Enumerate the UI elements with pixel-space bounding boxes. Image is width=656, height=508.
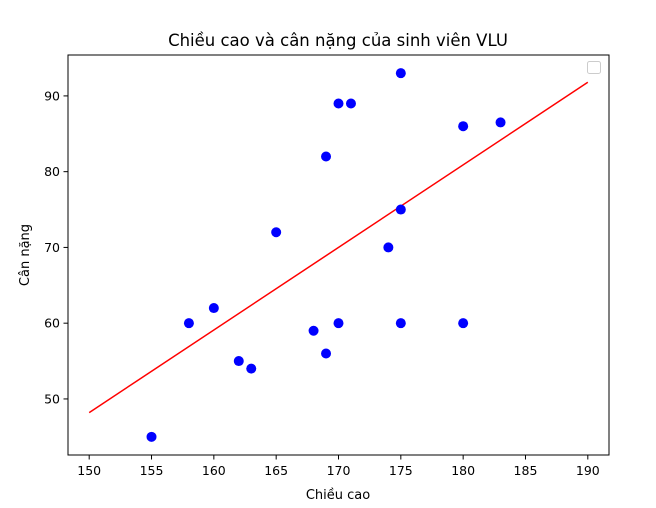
data-point [333,318,344,329]
data-point [321,348,332,359]
data-point [345,98,356,109]
y-tick-label: 90 [44,88,60,103]
data-point [308,325,319,336]
data-point [458,121,469,132]
x-tick-label: 165 [264,463,288,478]
data-point [246,363,257,374]
data-point [395,68,406,79]
y-tick-label: 50 [44,391,60,406]
regression-line [88,81,589,414]
data-point [271,227,282,238]
x-axis-label: Chiều cao [306,488,370,503]
chart-marks [88,68,589,442]
y-tick-label: 80 [44,164,60,179]
x-axis: 150 155 160 165 170 175 180 185 190 [77,455,600,478]
data-point [395,204,406,215]
x-tick-label: 190 [576,463,600,478]
data-point [383,242,394,253]
plot-area [68,55,609,455]
y-tick-label: 70 [44,240,60,255]
data-point [458,318,469,329]
chart-title: Chiều cao và cân nặng của sinh viên VLU [168,31,508,50]
x-tick-label: 175 [389,463,413,478]
data-point [233,356,244,367]
x-tick-label: 160 [202,463,226,478]
legend-box [587,61,601,74]
x-tick-label: 185 [514,463,538,478]
data-point [333,98,344,109]
data-point [208,303,219,314]
data-point [495,117,506,128]
x-tick-label: 155 [140,463,164,478]
x-tick-label: 170 [327,463,351,478]
plot-frame [67,54,610,456]
data-point [321,151,332,162]
data-point [146,431,157,442]
data-point [183,318,194,329]
data-point [395,318,406,329]
x-tick-label: 150 [77,463,101,478]
y-axis: 50 60 70 80 90 [44,88,68,406]
y-axis-label: Cân nặng [18,224,33,286]
x-tick-label: 180 [451,463,475,478]
y-tick-label: 60 [44,316,60,331]
